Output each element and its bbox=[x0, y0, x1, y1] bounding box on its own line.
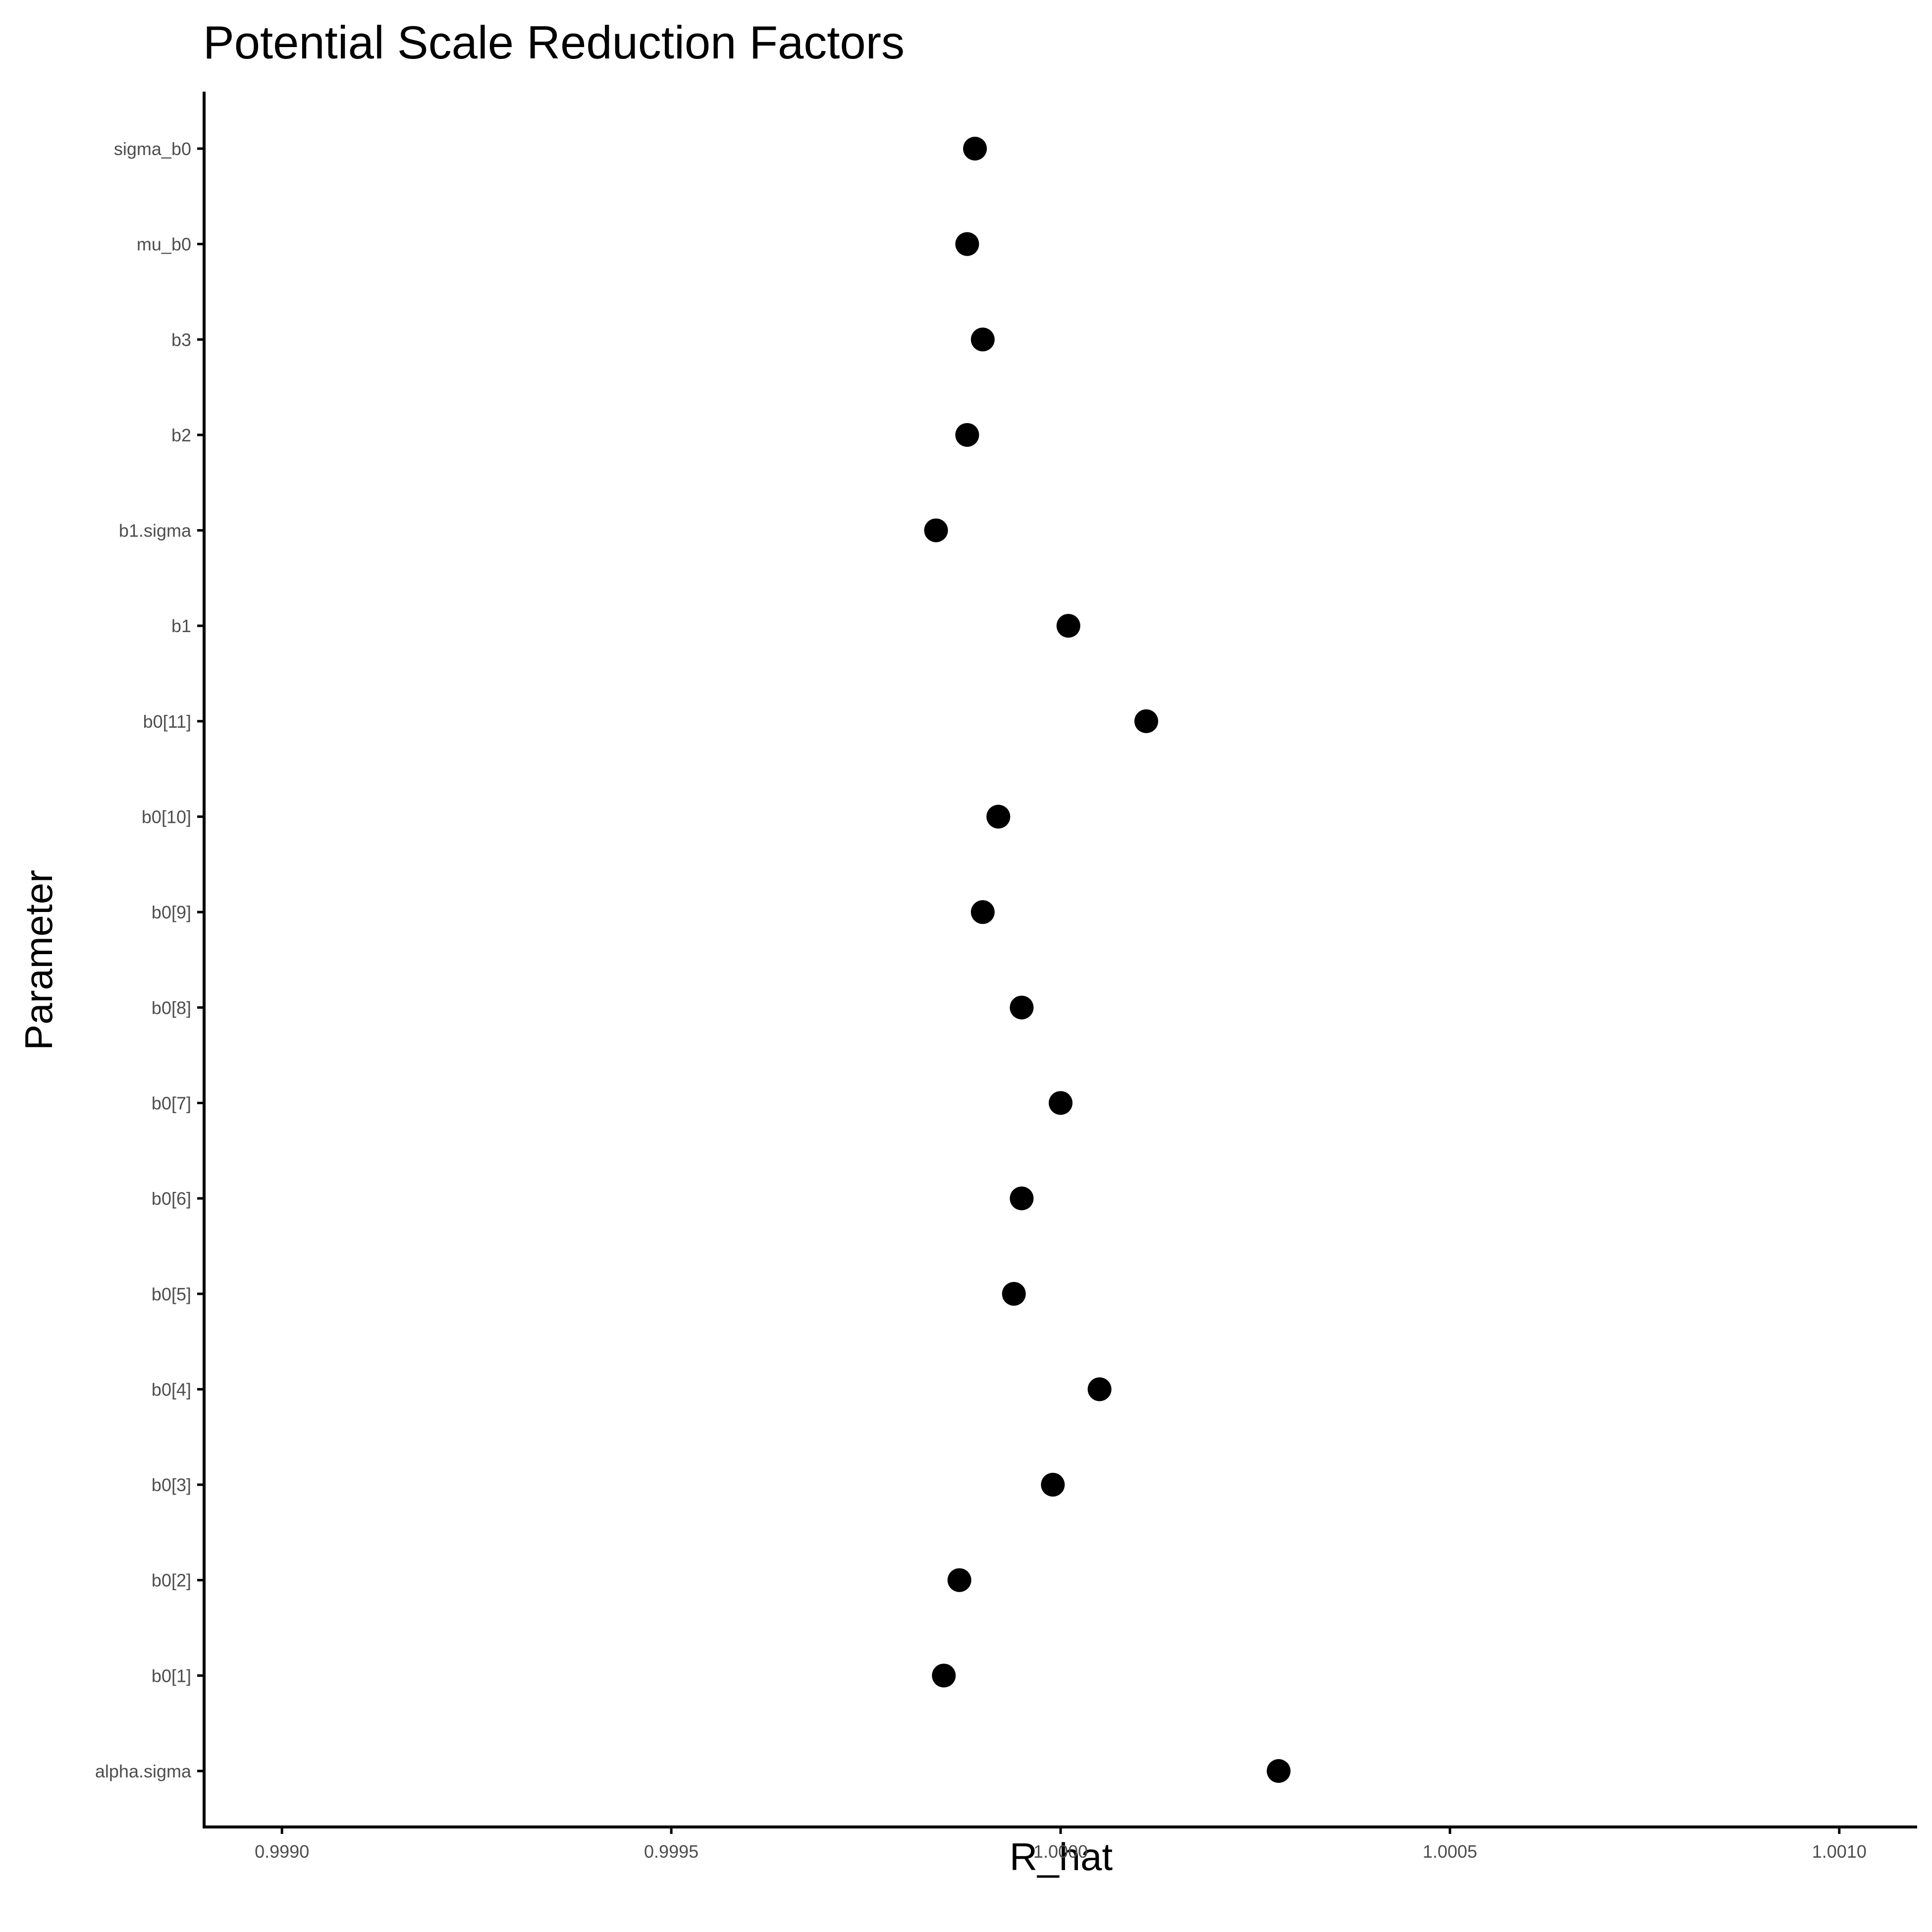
y-tick-label: b0[8] bbox=[152, 998, 191, 1018]
data-point bbox=[924, 518, 948, 542]
x-tick-label: 1.0005 bbox=[1423, 1841, 1477, 1862]
data-point bbox=[932, 1664, 956, 1688]
y-tick-label: b0[10] bbox=[142, 807, 191, 827]
data-point bbox=[1041, 1473, 1065, 1497]
y-tick-label: b0[1] bbox=[152, 1665, 191, 1686]
x-tick-label: 1.0000 bbox=[1033, 1841, 1088, 1862]
data-point bbox=[1267, 1759, 1291, 1783]
x-tick-label: 1.0010 bbox=[1812, 1841, 1867, 1862]
data-points bbox=[924, 137, 1291, 1783]
x-tick-label: 0.9990 bbox=[255, 1841, 309, 1862]
x-axis-title: R_hat bbox=[1010, 1835, 1113, 1878]
y-tick-label: b1.sigma bbox=[119, 521, 192, 541]
y-tick-label: sigma_b0 bbox=[114, 139, 191, 159]
chart-title: Potential Scale Reduction Factors bbox=[203, 16, 905, 68]
y-tick-label: b0[4] bbox=[152, 1379, 191, 1399]
x-tick-label: 0.9995 bbox=[644, 1841, 698, 1862]
y-tick-label: b0[7] bbox=[152, 1093, 191, 1113]
data-point bbox=[970, 900, 995, 924]
y-tick-label: b0[9] bbox=[152, 902, 191, 922]
data-point bbox=[963, 137, 987, 161]
y-tick-label: b0[2] bbox=[152, 1570, 191, 1591]
data-point bbox=[955, 423, 979, 447]
data-point bbox=[955, 232, 979, 256]
data-point bbox=[986, 805, 1011, 829]
data-point bbox=[1002, 1282, 1026, 1306]
y-tick-label: b1 bbox=[171, 616, 191, 636]
data-point bbox=[970, 327, 995, 352]
y-tick-label: b0[5] bbox=[152, 1284, 191, 1304]
y-tick-label: alpha.sigma bbox=[95, 1761, 192, 1781]
data-point bbox=[1134, 709, 1158, 733]
axis-ticks: sigma_b0 mu_b0 b3 b2 b1.sigma b1 b0[11] b0[10] b… bbox=[95, 139, 1867, 1862]
y-tick-label: b0[6] bbox=[152, 1188, 191, 1209]
data-point bbox=[1010, 1186, 1034, 1211]
y-tick-label: b0[11] bbox=[143, 711, 191, 732]
data-point bbox=[947, 1568, 971, 1592]
y-tick-label: mu_b0 bbox=[137, 234, 191, 255]
y-tick-label: b3 bbox=[171, 329, 191, 350]
y-axis-title: Parameter bbox=[17, 870, 60, 1050]
data-point bbox=[1056, 614, 1080, 638]
data-point bbox=[1010, 995, 1034, 1020]
y-tick-label: b2 bbox=[171, 425, 191, 445]
data-point bbox=[1087, 1377, 1112, 1401]
data-point bbox=[1049, 1091, 1073, 1115]
y-tick-label: b0[3] bbox=[152, 1475, 191, 1495]
